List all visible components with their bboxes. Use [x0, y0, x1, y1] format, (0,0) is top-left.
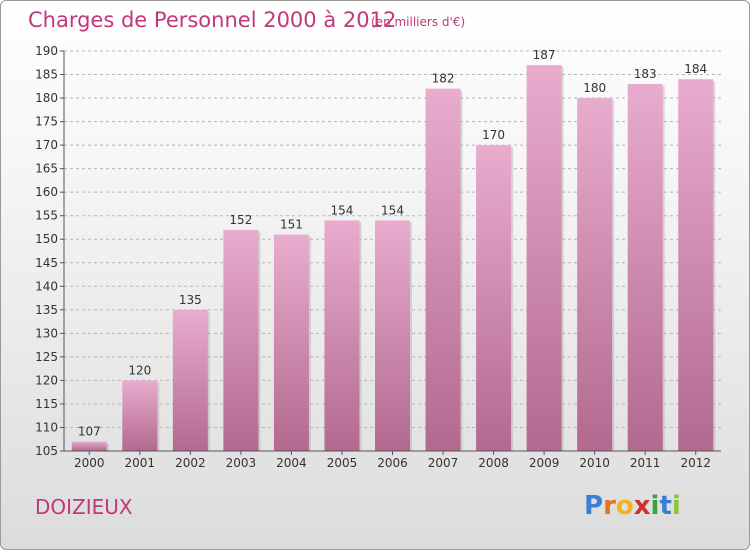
data-label: 182 — [432, 72, 455, 86]
y-tick-label: 160 — [35, 185, 58, 199]
y-tick-label: 165 — [35, 162, 58, 176]
x-tick-label: 2000 — [74, 456, 105, 470]
bar — [172, 309, 208, 451]
bar — [678, 79, 714, 451]
x-tick-label: 2011 — [630, 456, 661, 470]
x-tick-label: 2009 — [529, 456, 560, 470]
bar — [375, 220, 410, 451]
data-label: 154 — [381, 203, 404, 217]
proxiti-logo: Proxiti — [584, 491, 681, 521]
x-tick-label: 2006 — [377, 456, 408, 470]
logo-letter: x — [633, 491, 651, 521]
data-label: 187 — [533, 48, 556, 62]
bar — [223, 229, 259, 451]
x-tick-label: 2012 — [680, 456, 711, 470]
bars — [71, 65, 716, 452]
data-label: 151 — [280, 218, 303, 232]
bar — [71, 441, 107, 451]
y-tick-label: 145 — [35, 256, 58, 270]
x-tick-label: 2007 — [428, 456, 459, 470]
logo-letter: o — [615, 491, 634, 521]
y-tick-label: 150 — [35, 232, 58, 246]
bar — [324, 220, 360, 451]
chart-title: Charges de Personnel 2000 à 2012 — [28, 8, 397, 32]
x-tick-label: 2010 — [579, 456, 610, 470]
data-labels: 107 120 135 152 151 154 154 182 170 187 180 183 184 — [78, 48, 707, 438]
data-label: 183 — [634, 67, 657, 81]
chart-unit: (en milliers d'€) — [371, 15, 466, 29]
y-tick-label: 175 — [35, 115, 58, 129]
data-label: 152 — [229, 213, 252, 227]
axes: 105 110 115 120 125 130 135 140 145 150 155 160 165 1… — [35, 44, 721, 470]
x-tick-label: 2008 — [478, 456, 509, 470]
data-label: 135 — [179, 293, 202, 307]
data-label: 107 — [78, 425, 101, 439]
logo-letter: i — [671, 491, 681, 521]
x-tick-label: 2002 — [175, 456, 206, 470]
y-tick-label: 155 — [35, 209, 58, 223]
y-tick-label: 185 — [35, 68, 58, 82]
commune-name: DOIZIEUX — [35, 495, 133, 519]
bar — [627, 83, 663, 452]
data-label: 184 — [684, 62, 707, 76]
y-tick-label: 130 — [35, 326, 58, 340]
y-tick-label: 110 — [35, 420, 58, 434]
y-tick-label: 105 — [35, 444, 58, 458]
bar — [273, 234, 309, 451]
data-label: 170 — [482, 128, 505, 142]
y-tick-label: 170 — [35, 138, 58, 152]
bar — [425, 88, 461, 451]
data-label: 154 — [331, 203, 354, 217]
x-tick-label: 2001 — [125, 456, 156, 470]
y-tick-label: 180 — [35, 91, 58, 105]
x-tick-label: 2003 — [226, 456, 257, 470]
logo-letter: t — [659, 491, 672, 521]
y-tick-label: 190 — [35, 44, 58, 58]
bar — [476, 145, 512, 451]
bar — [577, 98, 613, 451]
y-tick-label: 120 — [35, 373, 58, 387]
logo-letter: i — [650, 491, 660, 521]
y-tick-label: 115 — [35, 397, 58, 411]
data-label: 120 — [128, 363, 151, 377]
data-label: 180 — [583, 81, 606, 95]
y-tick-label: 135 — [35, 303, 58, 317]
logo-letter: r — [603, 491, 616, 521]
bar — [122, 380, 158, 451]
bar — [526, 65, 562, 451]
x-tick-label: 2005 — [327, 456, 358, 470]
x-tick-label: 2004 — [276, 456, 307, 470]
logo-letter: P — [584, 491, 604, 521]
y-tick-label: 125 — [35, 350, 58, 364]
y-tick-label: 140 — [35, 279, 58, 293]
